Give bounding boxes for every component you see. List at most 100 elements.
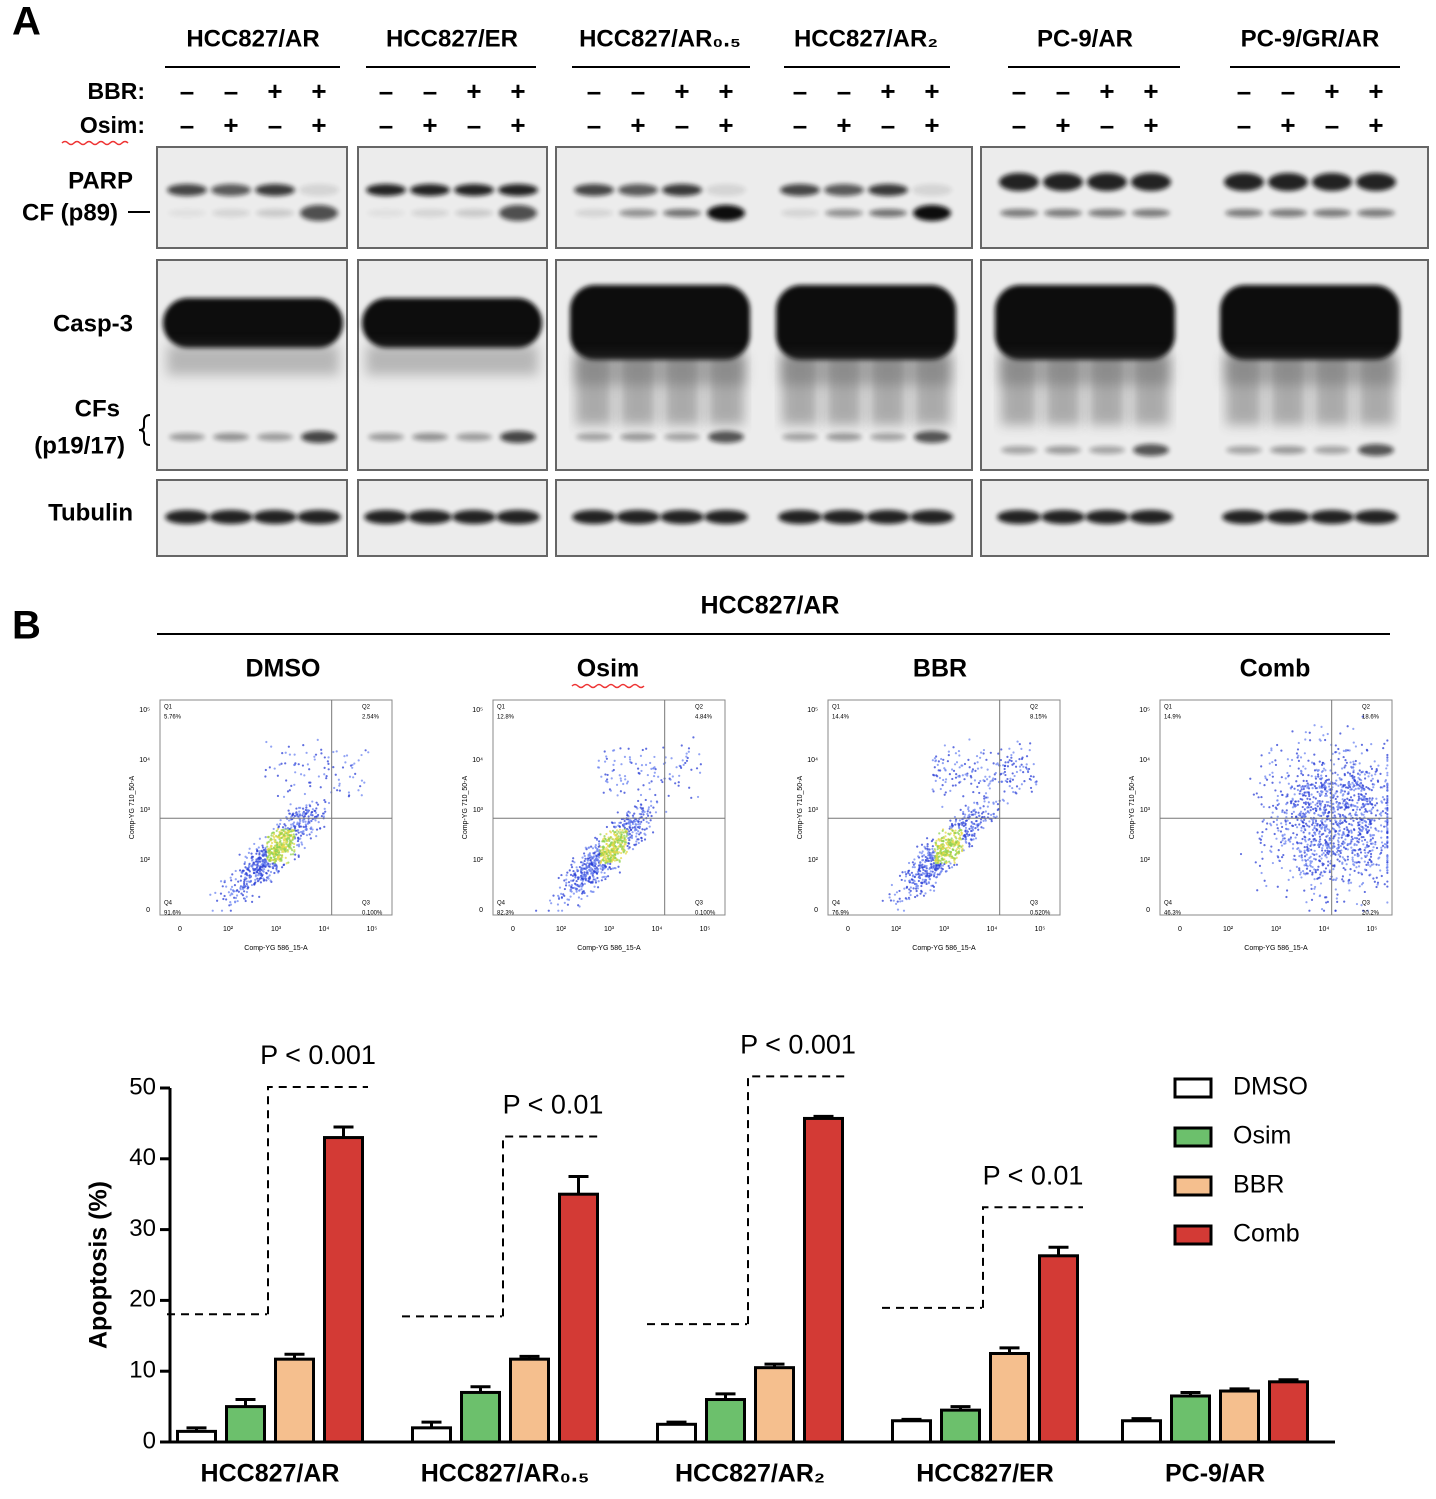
- flow-event: [266, 855, 270, 859]
- flow-event: [594, 859, 597, 863]
- flow-event: [618, 860, 621, 863]
- flow-event: [971, 822, 974, 825]
- significance-bracket: [167, 1085, 368, 1316]
- flow-event: [1350, 829, 1353, 832]
- flow-event: [269, 839, 272, 842]
- flow-event: [1374, 804, 1377, 807]
- flow-event: [940, 854, 943, 857]
- flow-event: [1381, 786, 1384, 789]
- band: [824, 184, 864, 196]
- flow-event: [595, 872, 598, 875]
- treatment-sign: +: [674, 76, 689, 106]
- flow-event: [219, 892, 223, 895]
- flow-event: [1277, 829, 1280, 832]
- flow-event: [1337, 832, 1340, 835]
- flow-event: [307, 815, 310, 818]
- flow-event: [1353, 779, 1356, 782]
- flow-event: [566, 871, 569, 874]
- flow-event: [268, 874, 271, 877]
- flow-event: [261, 844, 264, 847]
- band: [1269, 209, 1307, 217]
- flow-event: [1287, 878, 1290, 881]
- flow-event: [610, 849, 613, 852]
- flow-event: [288, 836, 291, 839]
- flow-event: [934, 861, 937, 865]
- band: [1310, 510, 1354, 524]
- flow-event: [280, 859, 283, 862]
- flow-event: [1362, 909, 1365, 912]
- flow-event: [1320, 833, 1323, 836]
- flow-event: [1357, 827, 1361, 830]
- flow-event: [944, 791, 947, 794]
- flow-event: [1341, 856, 1344, 859]
- flow-event: [588, 852, 591, 855]
- flow-event: [911, 875, 914, 878]
- flow-event: [319, 786, 322, 789]
- flow-event: [1291, 842, 1295, 846]
- flow-event: [1295, 815, 1298, 818]
- flow-event: [637, 841, 640, 845]
- flow-event: [1263, 879, 1266, 882]
- flow-event: [1376, 883, 1379, 886]
- flow-event: [357, 759, 360, 762]
- flow-event: [324, 800, 327, 804]
- flow-event: [572, 892, 575, 895]
- flow-event: [308, 768, 311, 771]
- y-tick-label: 40: [129, 1144, 156, 1171]
- flow-event: [930, 874, 933, 877]
- bar: [803, 1116, 844, 1444]
- flow-event: [557, 909, 560, 912]
- flow-event: [1292, 810, 1295, 813]
- flow-event: [976, 803, 979, 806]
- blot-panel: [980, 146, 1429, 249]
- flow-event: [988, 775, 991, 778]
- flow-event: [1029, 775, 1033, 778]
- flow-event: [1006, 755, 1009, 759]
- flow-event: [612, 825, 616, 828]
- flow-event: [926, 847, 929, 850]
- flow-event: [305, 804, 308, 807]
- flow-event: [275, 841, 278, 844]
- band: [707, 205, 745, 221]
- blot-panel: [156, 146, 348, 249]
- flow-event: [1025, 755, 1029, 758]
- flow-event: [600, 871, 603, 874]
- flow-event: [596, 886, 600, 889]
- flow-event: [1344, 847, 1348, 850]
- flow-event: [588, 875, 591, 878]
- flow-event: [957, 832, 960, 836]
- flow-event: [653, 755, 656, 759]
- flow-event: [1341, 833, 1344, 836]
- flow-event: [1300, 842, 1303, 845]
- treatment-sign: –: [1281, 76, 1295, 106]
- flow-x-label: Comp-YG 586_15-A: [1244, 945, 1308, 952]
- flow-event: [904, 875, 908, 878]
- flow-event: [1314, 775, 1317, 778]
- flow-event: [949, 789, 952, 792]
- p-value: P < 0.01: [983, 1160, 1084, 1190]
- flow-event: [1357, 799, 1360, 802]
- flow-event: [327, 762, 330, 765]
- flow-event: [631, 848, 635, 851]
- flow-event: [602, 859, 605, 862]
- flow-event: [1324, 769, 1327, 772]
- flow-event: [1282, 853, 1285, 857]
- flow-event: [309, 785, 312, 788]
- quadrant-name: Q1: [1164, 705, 1173, 711]
- flow-event: [928, 872, 931, 875]
- quadrant-value: 14.4%: [832, 715, 850, 721]
- flow-event: [895, 891, 899, 894]
- flow-event: [990, 813, 993, 816]
- flow-event: [1328, 788, 1331, 791]
- flow-event: [1366, 810, 1369, 813]
- flow-event: [964, 822, 967, 826]
- quadrant-value: 0.100%: [695, 911, 716, 917]
- flow-event: [1004, 761, 1007, 764]
- flow-event: [1346, 771, 1350, 774]
- flow-event: [1322, 767, 1326, 770]
- flow-event: [923, 845, 926, 848]
- flow-event: [678, 774, 681, 777]
- flow-event: [1276, 803, 1279, 807]
- flow-event: [584, 868, 588, 871]
- flow-event: [1327, 814, 1330, 818]
